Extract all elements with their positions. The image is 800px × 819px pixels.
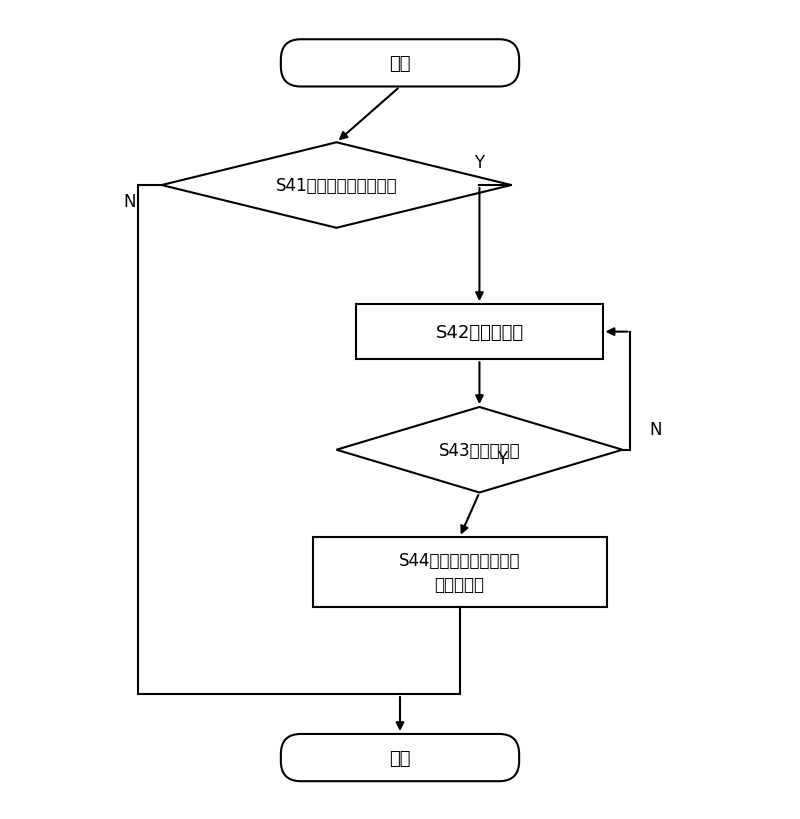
Text: 结束: 结束 — [390, 749, 410, 767]
Text: Y: Y — [497, 450, 506, 468]
Text: S42、步进限流: S42、步进限流 — [435, 324, 523, 342]
Text: 已限流标志: 已限流标志 — [434, 576, 485, 594]
Text: Y: Y — [474, 154, 485, 172]
Text: N: N — [124, 193, 136, 211]
Bar — [356, 305, 602, 360]
Text: 开始: 开始 — [390, 55, 410, 73]
Text: S43、最小值？: S43、最小值？ — [438, 441, 520, 459]
Text: S44、给太阳能系统发送: S44、给太阳能系统发送 — [399, 551, 520, 569]
Bar — [313, 537, 606, 607]
Text: N: N — [650, 421, 662, 439]
Text: S41、过流持续设定时间: S41、过流持续设定时间 — [276, 177, 398, 195]
